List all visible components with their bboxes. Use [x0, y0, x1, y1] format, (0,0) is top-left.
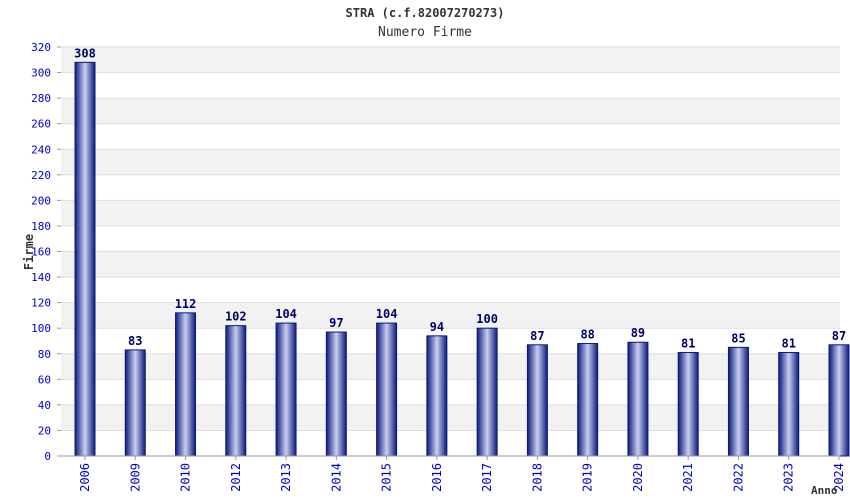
bar [526, 344, 548, 457]
y-axis-ticks: 0 20 40 60 80 100 120 140 160 180 200 220 240 260 280 3… [31, 41, 61, 463]
data-label: 97 [329, 316, 343, 330]
bar [577, 343, 599, 457]
x-tick-label: 2023 [782, 463, 796, 492]
plot-band [61, 149, 840, 175]
gridlines [61, 46, 840, 457]
x-tick-label: 2019 [581, 463, 595, 492]
data-label: 94 [430, 320, 444, 334]
y-tick-label: 80 [38, 348, 51, 361]
data-label: 87 [530, 329, 544, 343]
bar [325, 331, 347, 457]
y-axis-label: Firme [22, 234, 36, 270]
data-label: 83 [128, 334, 142, 348]
chart-title: STRA (c.f.82007270273) [345, 6, 505, 20]
y-tick-label: 100 [31, 322, 51, 335]
x-axis-ticks: 2006 2009 2010 2012 2013 2014 2015 2016 2017 2018… [78, 456, 846, 492]
x-tick-label: 2014 [329, 463, 343, 492]
y-tick-label: 160 [31, 246, 51, 259]
x-tick-label: 2010 [179, 463, 193, 492]
data-label: 88 [580, 328, 594, 342]
x-tick-label: 2009 [128, 463, 142, 492]
plot-band [61, 174, 840, 201]
x-tick-label: 2006 [78, 463, 92, 492]
bar [225, 325, 247, 457]
bar [275, 322, 297, 457]
x-tick-label: 2018 [530, 463, 544, 492]
plot-band [61, 98, 840, 124]
data-label: 104 [376, 307, 398, 321]
bar [778, 351, 800, 457]
x-tick-label: 2020 [631, 463, 645, 492]
bar [74, 61, 96, 457]
x-tick-label: 2017 [480, 463, 494, 492]
plot-band [61, 72, 840, 99]
x-tick-label: 2022 [731, 463, 745, 492]
bar [175, 312, 197, 457]
y-tick-label: 120 [31, 297, 51, 310]
y-tick-label: 220 [31, 169, 51, 182]
data-label: 81 [681, 336, 695, 350]
y-tick-label: 180 [31, 220, 51, 233]
data-label: 308 [74, 46, 96, 60]
bar [426, 335, 448, 457]
data-label: 100 [476, 312, 498, 326]
bar [677, 351, 699, 457]
plot-band [61, 251, 840, 278]
data-label: 102 [225, 310, 247, 324]
bar [727, 346, 749, 457]
y-tick-label: 40 [38, 399, 51, 412]
bar [627, 341, 649, 457]
plot-band [61, 123, 840, 150]
plot-band [61, 47, 840, 73]
x-tick-label: 2021 [681, 463, 695, 492]
x-tick-label: 2016 [430, 463, 444, 492]
y-tick-label: 60 [38, 373, 51, 386]
y-tick-label: 20 [38, 424, 51, 437]
data-label: 112 [175, 297, 197, 311]
plot-band [61, 200, 840, 226]
y-tick-label: 240 [31, 143, 51, 156]
y-tick-label: 320 [31, 41, 51, 54]
x-axis-label: Anno [811, 484, 838, 497]
plot-band [61, 277, 840, 303]
bar [828, 344, 850, 457]
y-tick-label: 140 [31, 271, 51, 284]
y-tick-label: 300 [31, 67, 51, 80]
bar [476, 327, 498, 457]
chart-subtitle: Numero Firme [378, 25, 472, 40]
x-tick-label: 2024 [832, 463, 846, 492]
x-tick-label: 2013 [279, 463, 293, 492]
x-tick-label: 2015 [380, 463, 394, 492]
data-label: 89 [631, 326, 645, 340]
bar [376, 322, 398, 457]
data-label: 81 [782, 336, 796, 350]
y-tick-label: 280 [31, 92, 51, 105]
bars [74, 61, 850, 457]
y-tick-label: 260 [31, 118, 51, 131]
y-tick-label: 0 [44, 450, 51, 463]
data-labels: 308 83 112 102 104 97 104 94 100 87 88 89 81 85 81 87 [74, 46, 846, 350]
y-tick-label: 200 [31, 194, 51, 207]
plot-band [61, 225, 840, 252]
x-tick-label: 2012 [229, 463, 243, 492]
data-label: 87 [832, 329, 846, 343]
data-label: 85 [731, 331, 745, 345]
bar [124, 349, 146, 457]
data-label: 104 [275, 307, 297, 321]
